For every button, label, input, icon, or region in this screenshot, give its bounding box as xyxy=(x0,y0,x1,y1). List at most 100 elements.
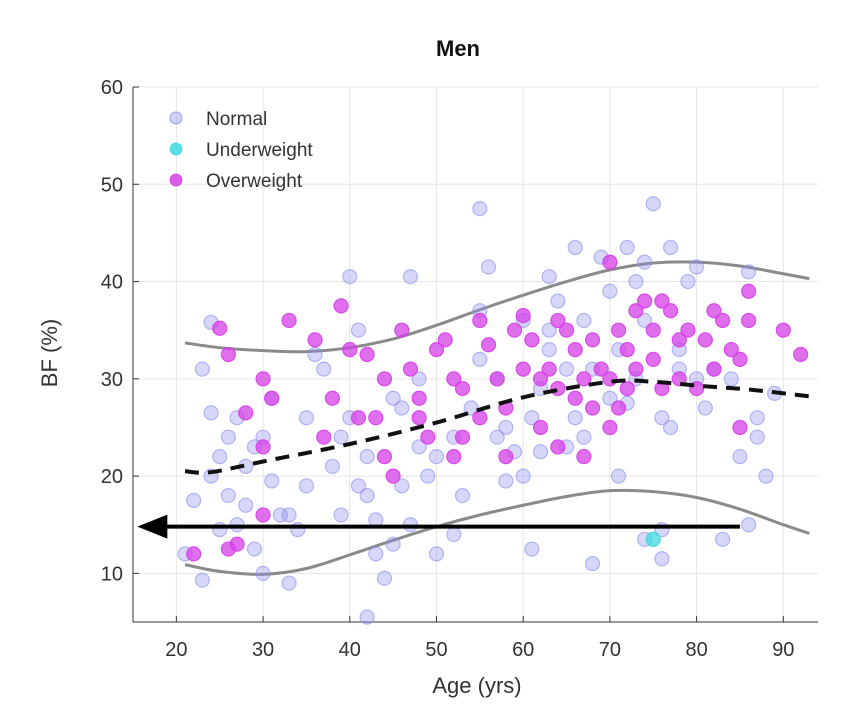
legend: Normal Underweight Overweight xyxy=(169,109,313,192)
overweight-point xyxy=(550,380,566,397)
normal-point xyxy=(255,565,271,581)
normal-point xyxy=(584,556,601,572)
normal-point xyxy=(697,400,713,416)
normal-point xyxy=(550,293,566,309)
overweight-point xyxy=(255,371,271,387)
normal-point xyxy=(654,551,670,567)
legend-label-overweight: Overweight xyxy=(206,171,303,192)
legend-marker-underweight xyxy=(169,142,183,156)
x-tick-label: 50 xyxy=(425,639,447,661)
normal-point xyxy=(741,517,757,533)
lower-band-line xyxy=(184,488,810,576)
x-tick-label: 40 xyxy=(339,639,361,661)
overweight-point xyxy=(376,449,393,465)
normal-point xyxy=(359,487,375,504)
overweight-point xyxy=(446,371,462,387)
legend-label-underweight: Underweight xyxy=(206,140,313,161)
normal-point xyxy=(541,342,557,358)
mean-trend-line xyxy=(184,378,810,475)
normal-point xyxy=(689,259,705,275)
point-layer xyxy=(177,196,809,625)
normal-point xyxy=(480,259,497,275)
annotation-arrow-head xyxy=(137,514,168,539)
x-tick-label: 90 xyxy=(772,639,794,661)
normal-point xyxy=(281,507,297,523)
overweight-point xyxy=(680,322,696,338)
overweight-point xyxy=(498,449,514,465)
normal-point xyxy=(385,390,401,406)
overweight-point xyxy=(671,332,687,348)
overweight-point xyxy=(402,361,419,377)
overweight-point xyxy=(220,346,236,363)
normal-point xyxy=(541,322,557,338)
overweight-point xyxy=(454,380,471,397)
normal-point xyxy=(472,351,488,367)
overweight-point xyxy=(619,380,635,397)
normal-point xyxy=(576,312,592,329)
normal-point xyxy=(298,478,315,494)
overweight-point xyxy=(307,332,323,348)
overweight-point xyxy=(316,429,332,445)
upper-band-line xyxy=(184,260,810,354)
normal-point xyxy=(636,312,653,329)
normal-point xyxy=(741,264,757,280)
x-tick-label: 20 xyxy=(165,639,187,661)
overweight-point xyxy=(411,410,427,426)
normal-point xyxy=(758,468,774,484)
x-tick-label: 60 xyxy=(512,639,534,661)
normal-point xyxy=(428,546,445,562)
normal-point xyxy=(212,449,228,465)
overweight-point xyxy=(602,371,618,387)
overweight-point xyxy=(558,322,575,338)
overweight-point xyxy=(472,312,488,329)
overweight-point xyxy=(281,312,297,329)
normal-point xyxy=(420,468,436,484)
normal-point xyxy=(463,400,479,416)
overweight-point xyxy=(732,351,748,367)
normal-point xyxy=(333,429,349,445)
overweight-point xyxy=(550,312,566,329)
overweight-point xyxy=(662,303,679,319)
overweight-point xyxy=(602,254,618,270)
y-tick-label: 60 xyxy=(101,77,123,99)
overweight-point xyxy=(584,332,601,348)
overweight-point xyxy=(515,361,531,377)
overweight-point xyxy=(515,307,531,324)
normal-point xyxy=(298,410,315,426)
overweight-point xyxy=(446,449,462,465)
normal-point xyxy=(662,239,679,256)
normal-point xyxy=(220,487,236,504)
y-axis-label: BF (%) xyxy=(37,319,62,387)
y-tick-label: 20 xyxy=(101,466,123,488)
y-tick-label: 50 xyxy=(101,174,123,196)
overweight-point xyxy=(645,351,661,367)
normal-point xyxy=(376,570,393,586)
overweight-point xyxy=(411,390,427,406)
overweight-point xyxy=(238,405,254,421)
overweight-point xyxy=(610,400,627,416)
overweight-point xyxy=(359,346,375,363)
normal-point xyxy=(411,439,427,455)
overweight-point xyxy=(376,371,393,387)
overweight-point xyxy=(480,337,497,353)
overweight-point xyxy=(636,293,653,309)
overweight-point xyxy=(255,439,271,455)
normal-point xyxy=(402,269,419,285)
normal-point xyxy=(524,410,540,426)
normal-point xyxy=(281,575,297,591)
overweight-point xyxy=(732,419,748,436)
normal-point xyxy=(324,458,341,474)
overweight-point xyxy=(550,439,566,455)
normal-point xyxy=(272,507,289,523)
normal-point xyxy=(498,473,514,489)
legend-marker-normal xyxy=(169,111,183,125)
normal-point xyxy=(246,541,262,557)
overweight-point xyxy=(506,322,523,338)
normal-point xyxy=(194,572,210,588)
normal-point xyxy=(610,468,627,484)
band-layer xyxy=(184,260,810,576)
normal-point xyxy=(645,196,661,212)
normal-point xyxy=(264,473,280,489)
overweight-point xyxy=(741,283,757,299)
overweight-point xyxy=(420,429,436,445)
